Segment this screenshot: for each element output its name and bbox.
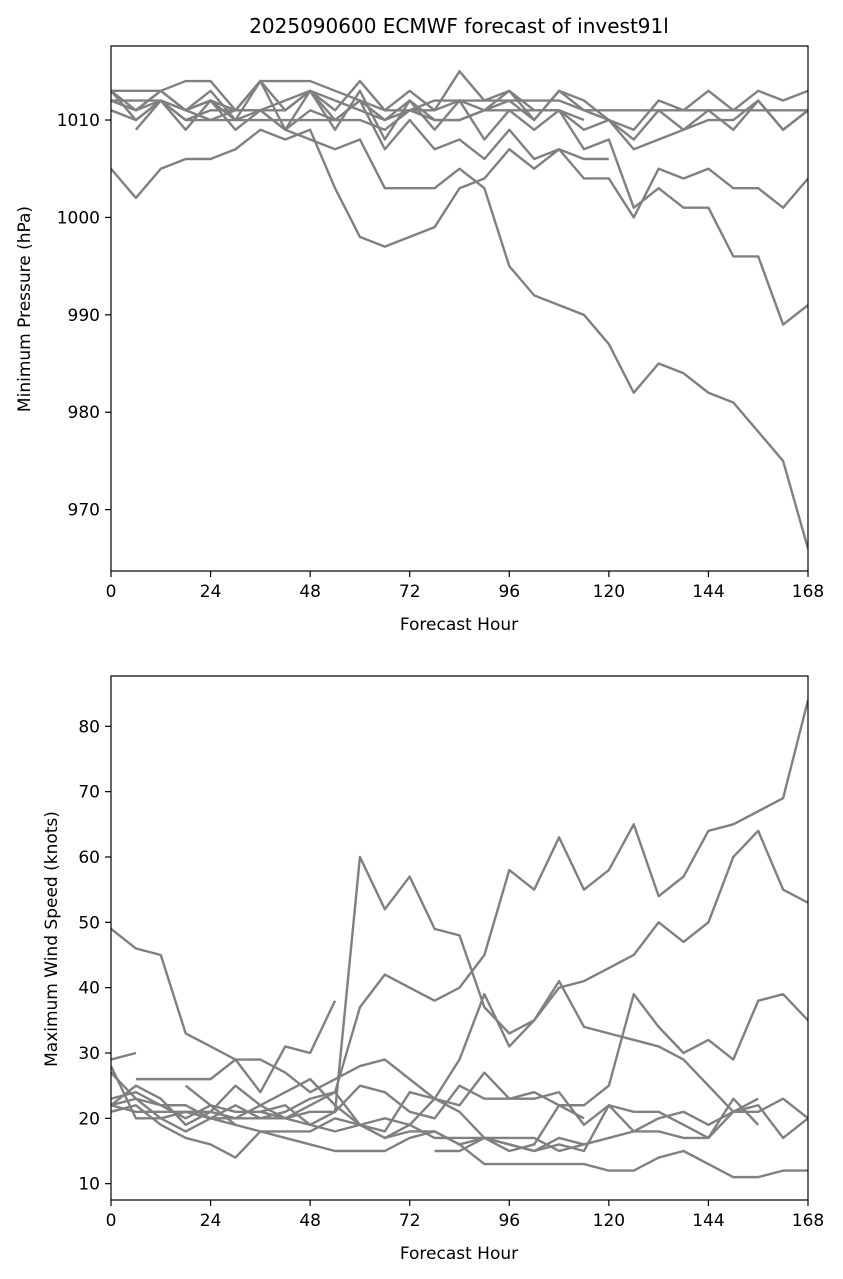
wind-y-tick-label: 50	[78, 913, 100, 933]
wind-x-tick-label: 0	[106, 1211, 117, 1231]
pressure-chart: 2025090600 ECMWF forecast of invest91l 0…	[15, 14, 824, 635]
wind-series-line-9	[111, 1090, 585, 1153]
pressure-axes-frame	[110, 45, 809, 572]
wind-series-line-13	[260, 1090, 759, 1153]
pressure-x-tick-label: 96	[498, 582, 520, 602]
wind-x-tick-label: 144	[692, 1211, 724, 1231]
wind-series-group	[111, 699, 808, 1179]
pressure-y-axis-label: Minimum Pressure (hPa)	[15, 206, 35, 412]
wind-x-axis-label: Forecast Hour	[400, 1244, 518, 1264]
wind-series-line-7	[135, 1000, 337, 1094]
pressure-y-tick-label: 980	[68, 403, 100, 423]
wind-x-tick-label: 72	[399, 1211, 421, 1231]
wind-x-tick-label: 168	[792, 1211, 824, 1231]
pressure-x-tick-label: 48	[299, 582, 321, 602]
pressure-series-line-8	[134, 99, 609, 161]
wind-x-tick-label: 24	[200, 1211, 222, 1231]
wind-y-tick-label: 60	[78, 848, 100, 868]
wind-y-tick-label: 80	[78, 717, 100, 737]
chart-title: 2025090600 ECMWF forecast of invest91l	[249, 14, 669, 38]
wind-series-line-4	[111, 699, 808, 1120]
pressure-y-tick-label: 1000	[57, 208, 100, 228]
pressure-x-tick-label: 168	[792, 582, 824, 602]
pressure-plot-area: 0 24 48 72 96 120 144 168 970 980 990 1000 1010	[57, 45, 824, 602]
wind-y-tick-label: 30	[78, 1044, 100, 1064]
wind-y-tick-label: 70	[78, 783, 100, 803]
wind-y-tick-label: 20	[78, 1109, 100, 1129]
wind-axes-frame	[110, 675, 809, 1201]
wind-series-line-12	[111, 1051, 137, 1061]
wind-series-line-11	[111, 1077, 760, 1153]
wind-y-axis-label: Maximum Wind Speed (knots)	[42, 811, 62, 1067]
pressure-y-tick-label: 970	[68, 501, 100, 521]
wind-x-tick-label: 48	[299, 1211, 321, 1231]
pressure-y-tick-label: 990	[68, 306, 100, 326]
pressure-x-tick-label: 120	[593, 582, 625, 602]
pressure-y-tick-label: 1010	[57, 111, 100, 131]
pressure-x-tick-label: 24	[200, 582, 222, 602]
pressure-series-line-9	[111, 79, 585, 131]
wind-x-tick-label: 96	[498, 1211, 520, 1231]
pressure-x-tick-label: 0	[106, 582, 117, 602]
pressure-x-tick-label: 72	[399, 582, 421, 602]
wind-series-line-6	[111, 829, 808, 1140]
pressure-series-group	[111, 70, 808, 549]
pressure-series-line-5	[111, 89, 808, 326]
wind-chart: 0 24 48 72 96 120 144 168 10 20 30 40 50 60 70 80 Forec…	[42, 675, 824, 1264]
wind-y-tick-label: 40	[78, 979, 100, 999]
wind-plot-area: 0 24 48 72 96 120 144 168 10 20 30 40 50 60 70 80	[78, 675, 824, 1231]
pressure-series-line-7	[111, 128, 808, 248]
pressure-x-axis-label: Forecast Hour	[400, 615, 518, 635]
wind-x-tick-label: 120	[593, 1211, 625, 1231]
wind-series-line-1	[111, 927, 808, 1140]
wind-y-tick-label: 10	[78, 1175, 100, 1195]
pressure-x-tick-label: 144	[692, 582, 724, 602]
pressure-series-line-6	[111, 99, 808, 549]
